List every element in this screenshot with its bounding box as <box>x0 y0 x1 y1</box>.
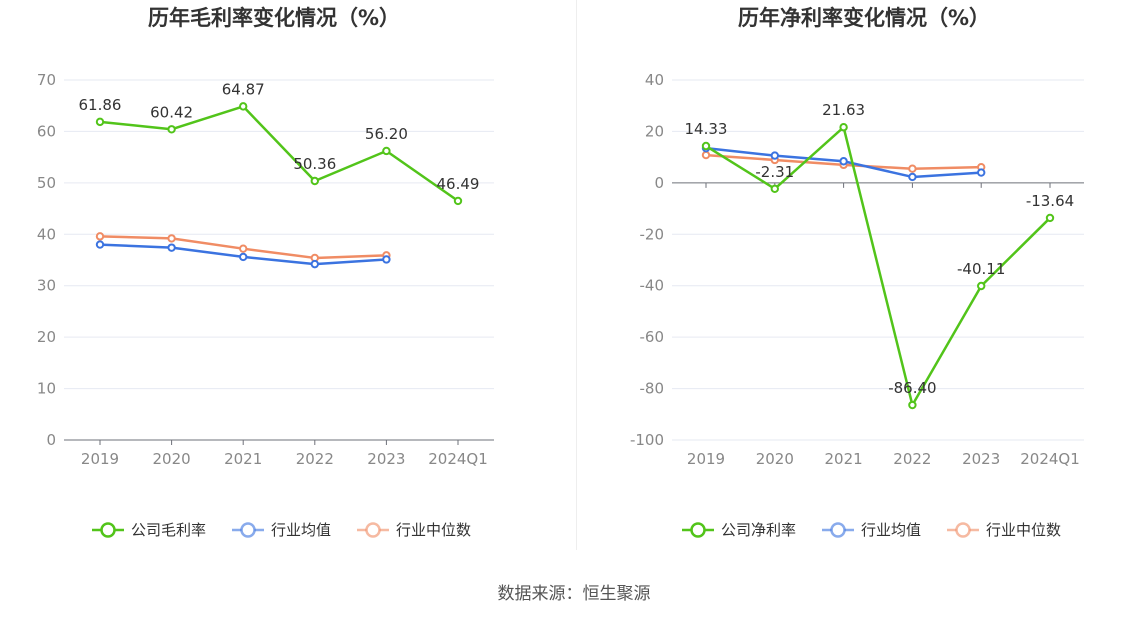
data-label: -13.64 <box>1026 192 1074 210</box>
data-point <box>239 102 248 111</box>
legend-marker <box>365 522 381 538</box>
data-point <box>239 252 248 262</box>
y-tick-label: -80 <box>640 380 665 398</box>
data-label: -40.11 <box>957 260 1005 278</box>
data-point <box>839 123 848 132</box>
data-point <box>310 259 319 269</box>
data-label: 46.49 <box>437 175 480 193</box>
data-point <box>770 184 779 193</box>
legend-marker <box>830 522 846 538</box>
data-label: 14.33 <box>685 120 728 138</box>
data-point <box>167 125 176 134</box>
x-tick-label: 2021 <box>224 450 262 468</box>
data-point <box>977 281 986 291</box>
data-point <box>977 168 986 177</box>
data-source-note: 数据来源：恒生聚源 <box>497 584 651 604</box>
data-point <box>908 164 917 173</box>
x-tick-label: 2022 <box>296 450 334 468</box>
x-tick-label: 2020 <box>756 450 794 468</box>
data-label: -86.40 <box>888 379 936 397</box>
data-point <box>382 146 391 156</box>
data-label: 60.42 <box>150 103 193 121</box>
chart-2: 历年净利率变化情况（%） -100 -80 -60 -40 -20 0 20 40 2019 202… <box>630 6 1084 539</box>
x-tick-label: 2021 <box>825 450 863 468</box>
data-label: 21.63 <box>822 101 865 119</box>
legend-marker <box>690 522 706 538</box>
data-point <box>310 176 319 186</box>
x-tick-label: 2023 <box>962 450 1000 468</box>
data-label: 64.87 <box>222 80 265 98</box>
legend-label: 公司毛利率 <box>131 521 206 539</box>
data-point <box>453 196 463 206</box>
data-label: 50.36 <box>293 155 336 173</box>
data-point <box>239 244 248 253</box>
legend-marker <box>100 522 116 538</box>
legend-label: 行业均值 <box>861 521 921 539</box>
legend-label: 行业均值 <box>271 521 331 539</box>
y-tick-label: 40 <box>37 225 56 243</box>
y-tick-label: 10 <box>37 380 56 398</box>
x-tick-label: 2022 <box>893 450 931 468</box>
data-label: -2.31 <box>755 163 794 181</box>
legend-label: 行业中位数 <box>396 521 471 539</box>
chart-title: 历年毛利率变化情况（%） <box>148 6 400 30</box>
chart-title: 历年净利率变化情况（%） <box>738 6 990 30</box>
legend-marker <box>955 522 971 538</box>
x-tick-label: 2023 <box>367 450 405 468</box>
y-tick-label: -40 <box>640 277 665 295</box>
y-tick-label: -20 <box>640 225 665 243</box>
data-point <box>839 157 848 166</box>
data-point <box>701 150 711 160</box>
x-tick-label: 2019 <box>687 450 725 468</box>
y-tick-label: -60 <box>640 328 665 346</box>
data-point <box>167 234 176 243</box>
chart-1: 历年毛利率变化情况（%） 0 10 20 30 40 50 60 70 2019 2020 2021 2… <box>37 6 494 539</box>
x-tick-label: 2024Q1 <box>1020 450 1080 468</box>
legend-label: 行业中位数 <box>986 521 1061 539</box>
data-point <box>908 172 917 182</box>
series-line <box>705 125 1051 407</box>
y-tick-label: 60 <box>37 122 56 140</box>
data-point <box>382 255 391 264</box>
y-tick-label: -100 <box>630 431 664 449</box>
chart-divider <box>576 0 577 550</box>
y-tick-label: 0 <box>46 431 56 449</box>
x-tick-label: 2024Q1 <box>428 450 488 468</box>
y-tick-label: 70 <box>37 71 56 89</box>
legend-marker <box>240 522 256 538</box>
data-point <box>95 240 105 249</box>
y-tick-label: 50 <box>37 174 56 192</box>
data-point <box>701 141 711 151</box>
data-point <box>95 117 105 127</box>
y-tick-label: 30 <box>37 277 56 295</box>
data-point <box>770 151 779 160</box>
series-line <box>99 105 459 202</box>
data-point <box>95 232 105 241</box>
x-tick-label: 2019 <box>81 450 119 468</box>
data-point <box>167 243 176 252</box>
y-tick-label: 0 <box>654 174 664 192</box>
y-tick-label: 40 <box>645 71 664 89</box>
y-tick-label: 20 <box>645 122 664 140</box>
data-point <box>908 400 917 410</box>
legend-label: 公司净利率 <box>721 521 796 539</box>
data-label: 61.86 <box>79 96 122 114</box>
x-tick-label: 2020 <box>153 450 191 468</box>
y-tick-label: 20 <box>37 328 56 346</box>
data-point <box>1045 213 1055 223</box>
data-label: 56.20 <box>365 125 408 143</box>
